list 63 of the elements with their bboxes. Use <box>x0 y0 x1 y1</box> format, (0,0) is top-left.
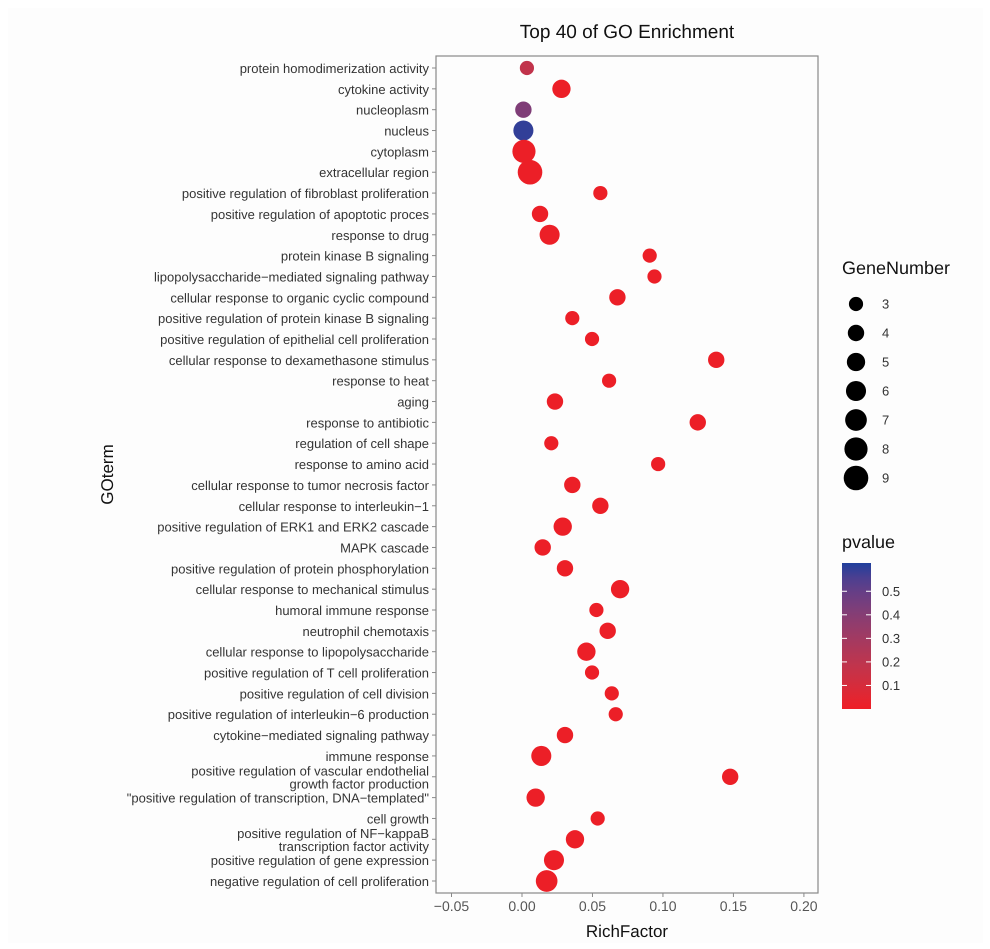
y-tick-label: response to amino acid <box>294 456 429 472</box>
y-tick-label: positive regulation of ERK1 and ERK2 cascade <box>157 519 429 534</box>
legend-label: 3 <box>882 296 890 312</box>
x-tick-label: 0.10 <box>649 898 677 914</box>
y-tick-label: humoral immune response <box>275 602 429 618</box>
y-tick-label: nucleoplasm <box>356 102 429 118</box>
y-tick-label: positive regulation of protein kinase B signaling <box>158 310 429 326</box>
x-tick-label: 0.15 <box>720 898 748 914</box>
y-tick-label: extracellular region <box>319 164 429 180</box>
y-tick-label: immune response <box>326 748 429 764</box>
chart-title: Top 40 of GO Enrichment <box>520 22 735 43</box>
y-tick-label: positive regulation of vascular endothelial growth factor production <box>191 762 430 791</box>
y-tick-label: positive regulation of epithelial cell proliferation <box>160 332 429 346</box>
y-tick-label: regulation of cell shape <box>295 436 429 451</box>
x-tick-label: 0.00 <box>508 898 536 914</box>
y-tick-label: cellular response to tumor necrosis factor <box>191 477 430 492</box>
color-bar-title: pvalue <box>842 532 896 552</box>
y-tick-label: cytokine activity <box>338 81 430 96</box>
y-tick-label: MAPK cascade <box>340 540 429 555</box>
x-tick-label: 0.05 <box>578 898 606 914</box>
color-bar-label: 0.3 <box>882 630 900 646</box>
y-tick-label: response to antibiotic <box>306 414 430 430</box>
y-tick-label: nucleus <box>384 123 430 138</box>
y-tick-label: cell growth <box>366 810 429 826</box>
legend-label: 8 <box>882 442 890 456</box>
y-tick-label: aging <box>397 394 429 410</box>
y-tick-label: protein kinase B signaling <box>280 248 429 264</box>
y-tick-label: cellular response to mechanical stimulus <box>196 582 430 597</box>
y-tick-label: cytoplasm <box>370 144 429 159</box>
legend-label: 6 <box>882 384 890 398</box>
y-tick-label: positive regulation of NF−kappaB transcription factor activity <box>237 825 430 854</box>
y-tick-label: positive regulation of protein phosphorylation <box>170 560 429 576</box>
y-tick-label: cellular response to organic cyclic compound <box>170 290 429 305</box>
color-bar-label: 0.4 <box>882 607 900 622</box>
y-tick-label: negative regulation of cell proliferation <box>210 874 429 888</box>
x-tick-label: 0.20 <box>790 898 818 914</box>
y-tick-label: lipopolysaccharide−mediated signaling pathway <box>154 268 430 284</box>
y-tick-label: response to heat <box>332 373 430 388</box>
y-tick-label: positive regulation of T cell proliferation <box>204 665 429 680</box>
legend-label: 4 <box>882 326 890 340</box>
y-axis-title: GOterm <box>98 444 117 505</box>
y-tick-label: cellular response to lipopolysaccharide <box>206 644 429 660</box>
y-tick-label: response to drug <box>331 227 429 242</box>
color-bar-label: 0.1 <box>882 678 900 693</box>
y-tick-label: cytokine−mediated signaling pathway <box>213 728 430 743</box>
color-bar-label: 0.2 <box>882 654 900 670</box>
x-axis-title: RichFactor <box>586 922 668 941</box>
legend-title: GeneNumber <box>842 258 950 278</box>
x-tick-label: −0.05 <box>434 898 470 914</box>
legend-label: 5 <box>882 354 890 370</box>
y-tick-label: cellular response to dexamethasone stimulus <box>168 352 430 368</box>
y-tick-label: positive regulation of interleukin−6 production <box>168 706 429 722</box>
y-tick-label: positive regulation of apoptotic proces <box>210 206 430 222</box>
y-tick-label: positive regulation of gene expression <box>210 852 429 868</box>
y-tick-label: positive regulation of cell division <box>240 686 429 701</box>
legend-label: 9 <box>882 470 890 486</box>
y-tick-label: positive regulation of fibroblast proliferation <box>182 186 429 201</box>
legend-label: 7 <box>882 412 890 428</box>
y-tick-label: "positive regulation of transcription, DNA−templated" <box>126 790 430 806</box>
y-tick-label: neutrophil chemotaxis <box>302 623 430 638</box>
y-tick-label: protein homodimerization activity <box>240 60 430 76</box>
y-tick-label: cellular response to interleukin−1 <box>238 498 429 514</box>
color-bar-label: 0.5 <box>882 584 900 599</box>
